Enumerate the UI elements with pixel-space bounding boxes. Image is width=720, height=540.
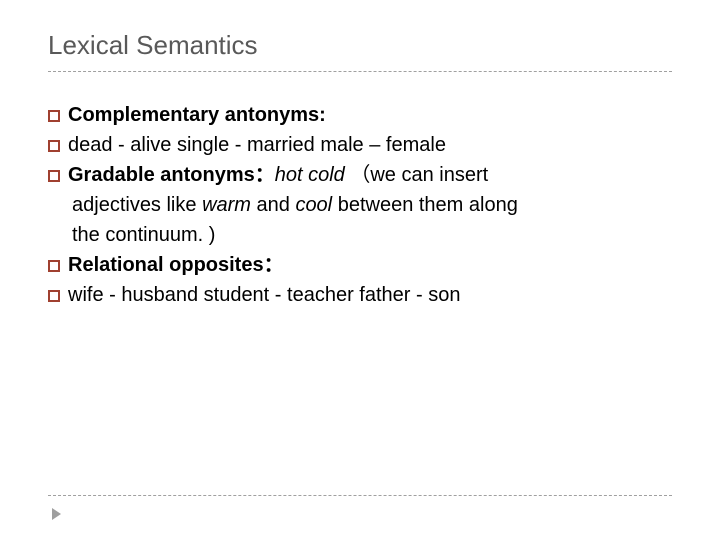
text: adjectives like bbox=[72, 194, 202, 216]
text: wife - husband student - teacher father … bbox=[68, 284, 460, 306]
slide-title: Lexical Semantics bbox=[48, 30, 672, 72]
text-bold: Gradable antonyms： bbox=[68, 164, 275, 186]
square-bullet-icon bbox=[48, 140, 60, 152]
bullet-line-3: Gradable antonyms：hot cold （we can inser… bbox=[48, 160, 672, 190]
slide: Lexical Semantics Complementary antonyms… bbox=[0, 0, 720, 540]
text-bold: Relational opposites： bbox=[68, 254, 284, 276]
text-italic: warm bbox=[202, 194, 251, 216]
square-bullet-icon bbox=[48, 170, 60, 182]
square-bullet-icon bbox=[48, 290, 60, 302]
square-bullet-icon bbox=[48, 110, 60, 122]
text: dead - alive single - married male – fem… bbox=[68, 134, 446, 156]
bullet-line-7: wife - husband student - teacher father … bbox=[48, 280, 672, 310]
text: between them along bbox=[332, 194, 518, 216]
wrap-line-5: the continuum. ) bbox=[48, 220, 672, 250]
text: （we can insert bbox=[345, 164, 488, 186]
text-italic: cold bbox=[308, 164, 345, 186]
text-italic: cool bbox=[295, 194, 332, 216]
arrow-right-icon bbox=[52, 508, 61, 520]
wrap-line-4: adjectives like warm and cool between th… bbox=[48, 190, 672, 220]
bullet-line-1: Complementary antonyms: bbox=[48, 100, 672, 130]
text: the continuum. ) bbox=[72, 224, 215, 246]
square-bullet-icon bbox=[48, 260, 60, 272]
footer-divider bbox=[48, 495, 672, 496]
bullet-line-6: Relational opposites： bbox=[48, 250, 672, 280]
slide-content: Complementary antonyms: dead - alive sin… bbox=[48, 100, 672, 310]
bullet-line-2: dead - alive single - married male – fem… bbox=[48, 130, 672, 160]
text-bold: Complementary antonyms: bbox=[68, 104, 326, 126]
text-italic: hot bbox=[275, 164, 303, 186]
text: and bbox=[251, 194, 295, 216]
